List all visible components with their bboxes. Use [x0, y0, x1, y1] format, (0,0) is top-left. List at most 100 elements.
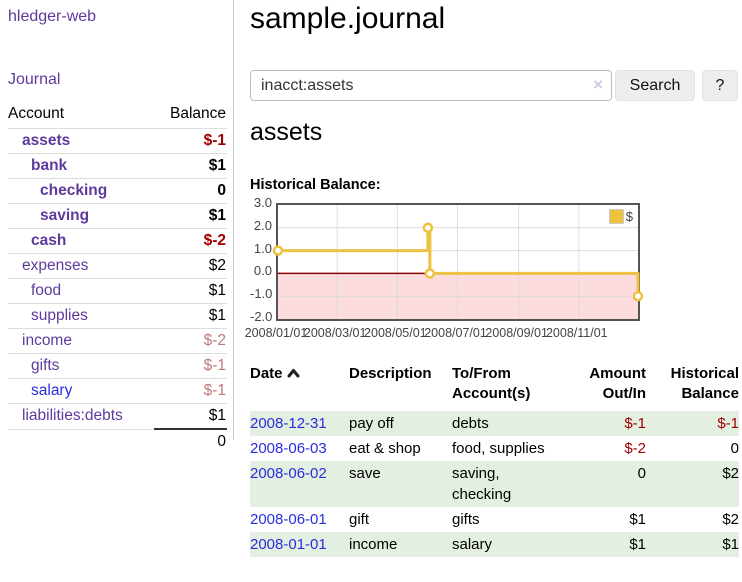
chart-title: Historical Balance:: [250, 177, 381, 193]
account-row: assets $-1: [8, 128, 227, 154]
historical-balance-chart: $ 3.0 2.0 1.0 0.0 -1.0 -2.0 2008/01/01 2008/03/…: [245, 195, 742, 348]
search-input[interactable]: [250, 70, 612, 101]
account-row: cash $-2: [8, 228, 227, 254]
accounts-total-row: 0: [8, 428, 227, 454]
legend-swatch-icon: [608, 209, 624, 224]
txn-date-link[interactable]: 2008-12-31: [250, 414, 327, 432]
txn-balance-cell: $2: [722, 510, 739, 528]
txn-accounts-cell: debts: [452, 414, 489, 432]
txn-accounts-cell: food, supplies: [452, 439, 545, 457]
account-balance: $1: [154, 303, 227, 329]
y-axis-tick-label: 0.0: [253, 263, 272, 279]
accounts-header-balance: Balance: [169, 105, 226, 122]
txn-amount-cell: $1: [629, 535, 646, 553]
x-axis-tick-label: 2008/07/01: [424, 326, 487, 340]
txn-date-cell: 2008-06-02: [250, 461, 349, 507]
account-heading: assets: [250, 118, 323, 146]
txn-accounts-cell: saving, checking: [452, 464, 512, 503]
txn-balance-cell: $-1: [717, 414, 739, 432]
account-link-cash[interactable]: cash: [31, 232, 67, 249]
transaction-row: 2008-06-02 save saving, checking 0 $2: [250, 460, 739, 507]
account-link-bank[interactable]: bank: [31, 157, 68, 174]
txn-accounts-cell: salary: [452, 535, 493, 553]
chart-canvas: [272, 205, 644, 319]
chart-legend: $: [608, 209, 633, 224]
txn-date-link[interactable]: 2008-06-02: [250, 464, 327, 482]
y-axis-tick-label: -1.0: [250, 286, 273, 302]
account-row: gifts $-1: [8, 353, 227, 379]
x-axis-tick-label: 2008/09/01: [485, 326, 548, 340]
main-content: sample.journal × Search ? assets Histori…: [245, 0, 742, 582]
y-axis-tick-label: 2.0: [253, 217, 272, 233]
account-link-checking[interactable]: checking: [40, 182, 108, 199]
account-balance: $-2: [154, 228, 227, 254]
txn-balance-cell: 0: [730, 439, 739, 457]
account-row: liabilities:debts $1: [8, 403, 227, 429]
txn-header-date-label: Date: [250, 365, 283, 382]
accounts-total-value: 0: [154, 428, 227, 454]
account-row: checking 0: [8, 178, 227, 204]
help-button[interactable]: ?: [702, 70, 738, 101]
account-link-expenses[interactable]: expenses: [22, 257, 89, 274]
account-link-income[interactable]: income: [22, 332, 72, 349]
txn-amount-cell: $1: [629, 510, 646, 528]
y-axis-tick-label: -2.0: [250, 309, 273, 324]
txn-header-balance: Historical Balance: [670, 365, 739, 403]
account-link-food[interactable]: food: [31, 282, 62, 299]
account-balance: $1: [154, 278, 227, 304]
chart-plot-area: $: [272, 203, 644, 321]
account-balance: $1: [154, 153, 227, 179]
accounts-body: assets $-1 bank $1 checking 0 saving $1 cash $-2 e…: [8, 128, 227, 429]
search-input-wrap: ×: [250, 70, 612, 101]
txn-date-link[interactable]: 2008-06-03: [250, 439, 327, 457]
txn-amount-cell: $-1: [624, 414, 646, 432]
account-link-gifts[interactable]: gifts: [31, 357, 60, 374]
legend-label: $: [625, 209, 633, 224]
account-balance: $-1: [154, 128, 227, 154]
accounts-table: Account Balance assets $-1 bank $1 checking 0…: [8, 102, 227, 454]
txn-date-link[interactable]: 2008-01-01: [250, 535, 327, 553]
account-balance: 0: [154, 178, 227, 204]
account-row: bank $1: [8, 153, 227, 179]
transaction-row: 2008-06-03 eat & shop food, supplies $-2 0: [250, 436, 739, 461]
clear-search-icon[interactable]: ×: [593, 75, 603, 94]
transaction-row: 2008-12-31 pay off debts $-1 $-1: [250, 410, 739, 436]
txn-date-cell: 2008-01-01: [250, 532, 349, 557]
sidebar-divider: [233, 0, 234, 440]
account-link-liabilities-debts[interactable]: liabilities:debts: [22, 407, 123, 425]
x-axis-tick-label: 2008/05/01: [364, 326, 427, 340]
transactions-table: Date Description To/From Account(s) Amou…: [250, 364, 739, 557]
txn-amount-cell: 0: [637, 464, 646, 482]
sort-ascending-icon: [287, 365, 300, 385]
account-balance: $1: [154, 403, 227, 429]
spacer: [8, 428, 155, 454]
txn-accounts-cell: gifts: [452, 510, 480, 528]
txn-description-cell: save: [349, 464, 381, 482]
txn-balance-cell: $1: [722, 535, 739, 553]
search-bar: × Search ?: [250, 70, 742, 102]
txn-amount-cell: $-2: [624, 439, 646, 457]
account-link-supplies[interactable]: supplies: [31, 307, 88, 324]
y-axis-tick-label: 1.0: [253, 240, 272, 256]
account-link-saving[interactable]: saving: [40, 207, 90, 224]
txn-balance-cell: $2: [722, 464, 739, 482]
account-balance: $-2: [154, 328, 227, 354]
account-row: salary $-1: [8, 378, 227, 404]
txn-description-cell: income: [349, 535, 398, 553]
search-button[interactable]: Search: [615, 70, 695, 101]
txn-date-cell: 2008-06-01: [250, 507, 349, 532]
txn-date-cell: 2008-12-31: [250, 411, 349, 436]
page-title: sample.journal: [250, 2, 446, 35]
txn-header-tofrom: To/From Account(s): [452, 365, 531, 403]
account-row: supplies $1: [8, 303, 227, 329]
txn-header-date[interactable]: Date: [250, 364, 349, 411]
account-link-assets[interactable]: assets: [22, 132, 71, 149]
x-axis-tick-label: 2008/01/01: [244, 326, 308, 340]
sidebar-item-journal[interactable]: Journal: [8, 71, 61, 88]
txn-date-cell: 2008-06-03: [250, 436, 349, 461]
account-row: income $-2: [8, 328, 227, 354]
account-link-salary[interactable]: salary: [31, 382, 73, 399]
txn-date-link[interactable]: 2008-06-01: [250, 510, 327, 528]
account-row: saving $1: [8, 203, 227, 229]
app-brand-link[interactable]: hledger-web: [8, 8, 97, 25]
